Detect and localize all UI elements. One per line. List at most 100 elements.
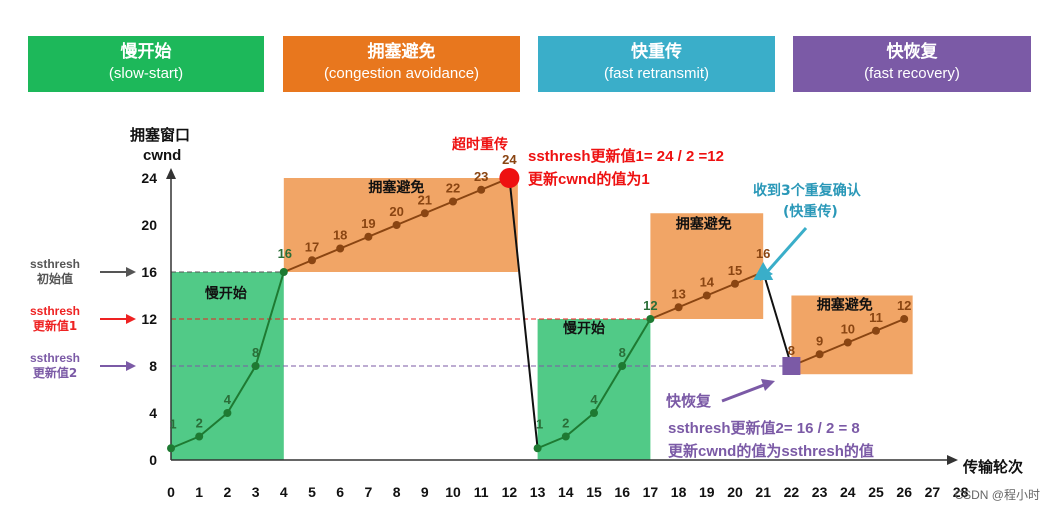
cwnd-reset-note: 更新cwnd的值为1 — [528, 170, 650, 188]
dupack-sublabel: (快重传) — [783, 203, 838, 220]
x-tick-label: 12 — [502, 484, 518, 500]
cwnd-point — [731, 279, 739, 288]
y-tick-label: 4 — [149, 405, 157, 421]
cwnd-point — [533, 444, 542, 453]
cwnd-value-label: 23 — [474, 169, 488, 184]
y-tick-label: 12 — [141, 311, 157, 327]
threshold-sublabel: 更新值2 — [33, 365, 77, 380]
phase-subtitle: (slow-start) — [108, 65, 184, 82]
cwnd-point — [195, 432, 204, 441]
cwnd-point — [279, 268, 288, 276]
cwnd-segment — [368, 224, 397, 238]
phase-subtitle: (fast recovery) — [864, 65, 960, 82]
cwnd-value-label: 16 — [756, 246, 770, 261]
timeout-label: 超时重传 — [451, 136, 508, 153]
region-ca — [650, 213, 764, 319]
x-tick-label: 0 — [167, 484, 175, 500]
phase-subtitle: (congestion avoidance) — [323, 65, 480, 82]
phase-subtitle: (fast retransmit) — [603, 65, 709, 82]
cwnd-segment — [283, 259, 313, 273]
cwnd-segment — [226, 365, 257, 414]
cwnd-value-label: 14 — [700, 275, 715, 290]
cwnd-value-label: 12 — [643, 298, 657, 313]
cwnd-point — [561, 432, 570, 441]
cwnd-point — [477, 185, 486, 194]
cwnd-segment — [819, 341, 849, 356]
cwnd-segment — [621, 318, 652, 367]
cwnd-point — [223, 409, 232, 417]
fast-recovery-arrow-head — [761, 379, 775, 391]
cwnd-value-label: 1 — [169, 416, 176, 431]
cwnd-segment — [706, 282, 736, 297]
cwnd-value-label: 20 — [389, 204, 403, 219]
threshold-label: ssthresh — [30, 304, 80, 318]
cwnd-point — [646, 315, 655, 323]
x-tick-label: 14 — [558, 484, 574, 500]
timeout-point — [499, 168, 520, 188]
y-axis-unit: cwnd — [143, 147, 181, 164]
x-tick-label: 1 — [195, 484, 203, 500]
x-tick-label: 23 — [812, 484, 828, 500]
x-tick-label: 11 — [474, 484, 489, 500]
cwnd-value-label: 9 — [816, 333, 823, 348]
cwnd-point — [900, 315, 909, 323]
x-axis-arrow — [947, 455, 958, 465]
cwnd-value-label: 8 — [788, 343, 795, 358]
phase-fast-recovery: 快恢复 (fast recovery) — [793, 36, 1031, 92]
region-label: 慢开始 — [205, 285, 247, 302]
cwnd-set-note: 更新cwnd的值为ssthresh的值 — [668, 442, 874, 460]
cwnd-point — [420, 209, 429, 218]
threshold-arrow-head — [126, 361, 136, 371]
cwnd-value-label: 4 — [590, 392, 598, 407]
cwnd-value-label: 16 — [278, 246, 292, 261]
cwnd-value-label: 4 — [224, 392, 232, 407]
cwnd-segment — [650, 306, 679, 320]
x-tick-label: 9 — [421, 484, 429, 500]
x-tick-label: 24 — [840, 484, 856, 500]
cwnd-point — [308, 256, 316, 265]
cwnd-value-label: 19 — [361, 216, 375, 231]
cwnd-point — [872, 326, 880, 335]
cwnd-segment — [847, 329, 877, 344]
y-axis-title: 拥塞窗口 — [130, 126, 190, 144]
cwnd-segment — [565, 412, 595, 438]
x-tick-label: 5 — [308, 484, 316, 500]
cwnd-segment — [311, 247, 341, 262]
phase-fast-retransmit: 快重传 (fast retransmit) — [538, 36, 775, 92]
x-tick-label: 10 — [445, 484, 461, 500]
fast-recovery-label: 快恢复 — [666, 392, 712, 410]
cwnd-segment — [537, 435, 567, 450]
cwnd-value-label: 1 — [536, 416, 543, 431]
x-tick-label: 7 — [365, 484, 373, 500]
region-label: 拥塞避免 — [817, 297, 873, 314]
cwnd-value-label: 10 — [841, 322, 855, 337]
cwnd-point — [674, 303, 683, 312]
x-tick-label: 21 — [755, 484, 771, 500]
x-tick-label: 27 — [925, 484, 941, 500]
x-tick-label: 13 — [530, 484, 546, 500]
cwnd-segment — [254, 271, 285, 367]
cwnd-value-label: 8 — [252, 345, 259, 360]
phase-title: 快重传 — [631, 42, 682, 62]
phase-title: 慢开始 — [120, 42, 172, 62]
x-axis-title: 传输轮次 — [962, 458, 1023, 476]
cwnd-segment — [452, 188, 482, 203]
threshold-arrow-head — [126, 267, 136, 277]
phase-congestion-avoidance: 拥塞避免 (congestion avoidance) — [283, 36, 520, 92]
x-tick-label: 16 — [614, 484, 630, 500]
y-tick-label: 8 — [149, 358, 157, 374]
cwnd-value-label: 17 — [305, 239, 319, 254]
cwnd-segment — [593, 365, 624, 414]
y-tick-label: 24 — [141, 170, 157, 186]
threshold-sublabel: 初始值 — [37, 271, 73, 286]
cwnd-segment — [170, 435, 200, 450]
x-tick-label: 4 — [280, 484, 288, 500]
x-tick-label: 22 — [784, 484, 800, 500]
cwnd-point — [392, 221, 401, 229]
x-tick-label: 15 — [586, 484, 602, 500]
cwnd-segment — [508, 177, 539, 449]
region-label: 拥塞避免 — [368, 179, 424, 196]
dupack-label: 收到3个重复确认 — [753, 182, 862, 199]
credit-watermark: CSDN @程小时 — [954, 488, 1040, 502]
phase-title: 快恢复 — [886, 42, 938, 62]
